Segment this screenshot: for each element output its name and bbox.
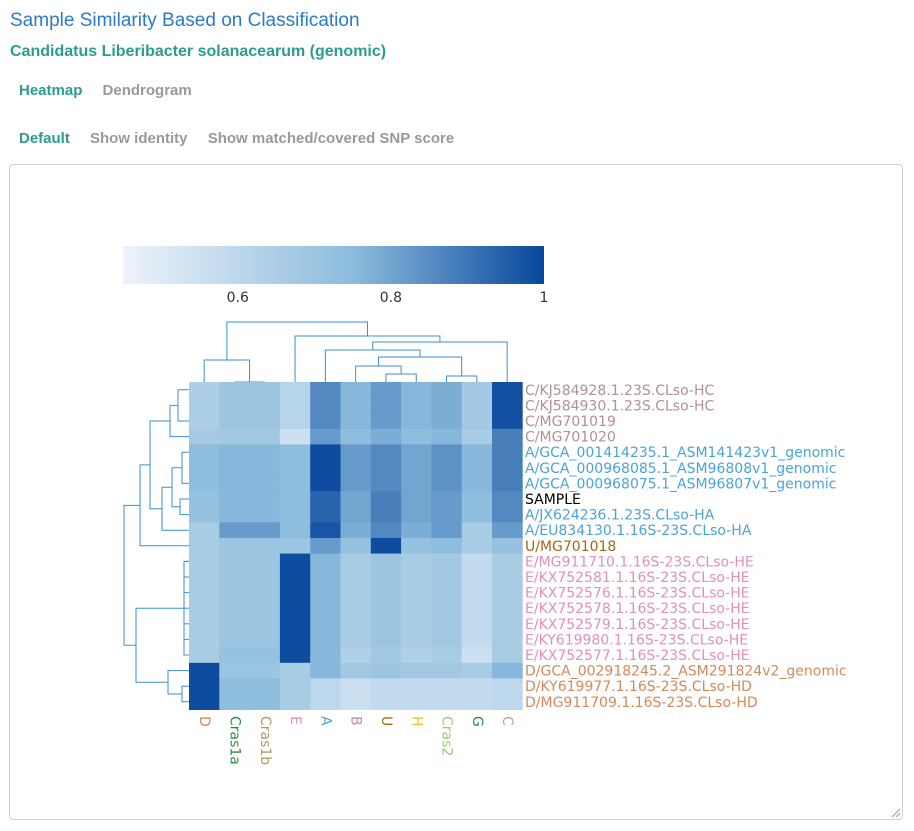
mode-show-snp-score[interactable]: Show matched/covered SNP score: [207, 130, 455, 147]
tab-dendrogram[interactable]: Dendrogram: [102, 82, 192, 99]
resize-handle-icon[interactable]: [890, 807, 900, 817]
view-tabs: Heatmap Dendrogram: [19, 82, 208, 99]
mode-show-identity[interactable]: Show identity: [90, 130, 188, 147]
mode-tabs: Default Show identity Show matched/cover…: [19, 130, 470, 147]
page-subtitle: Candidatus Liberibacter solanacearum (ge…: [10, 43, 387, 60]
tab-heatmap[interactable]: Heatmap: [19, 82, 83, 99]
chart-panel: [9, 164, 903, 820]
page-title: Sample Similarity Based on Classificatio…: [10, 10, 360, 31]
mode-default[interactable]: Default: [19, 130, 70, 147]
